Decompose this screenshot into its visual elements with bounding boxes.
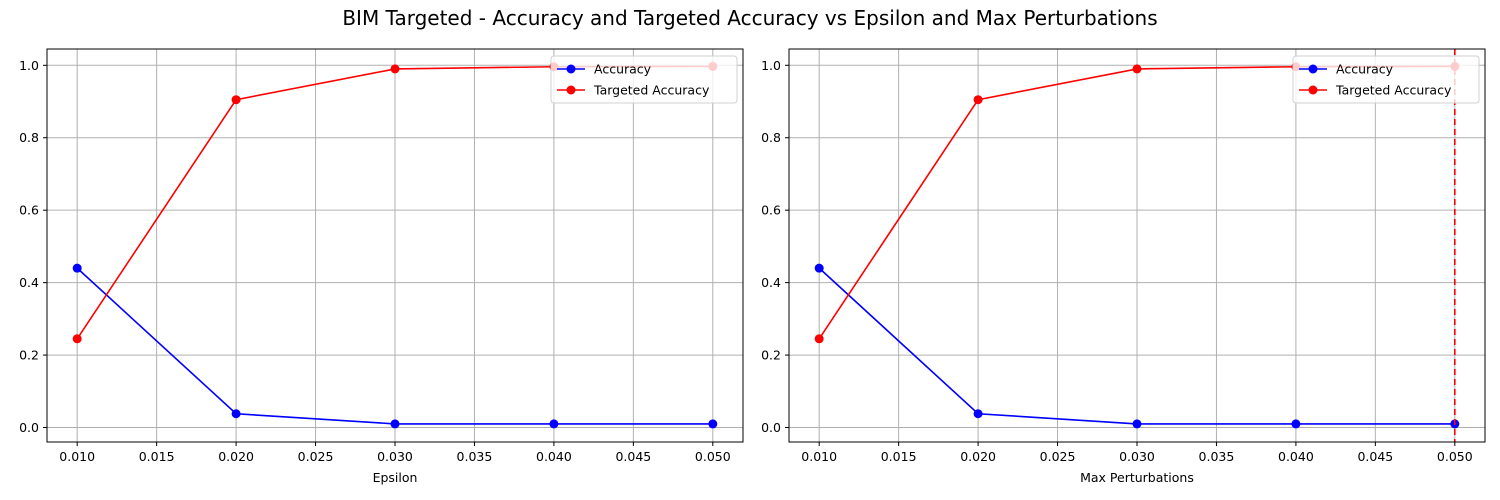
legend-box [550, 55, 738, 104]
x-tick-label: 0.010 [801, 449, 837, 464]
y-tick-label: 0.8 [761, 130, 781, 145]
y-tick-label: 0.4 [761, 275, 781, 290]
x-axis-label: Max Perturbations [1080, 470, 1194, 485]
legend-marker [566, 64, 576, 74]
data-point-targeted-accuracy [72, 334, 82, 344]
data-point-accuracy [973, 409, 983, 419]
x-tick-label: 0.020 [218, 449, 254, 464]
y-tick-label: 0.0 [19, 420, 39, 435]
x-tick-label: 0.040 [536, 449, 572, 464]
x-tick-label: 0.025 [298, 449, 334, 464]
data-point-targeted-accuracy [390, 64, 400, 74]
y-tick-label: 0.8 [19, 130, 39, 145]
data-point-accuracy [814, 263, 824, 273]
data-point-accuracy [390, 419, 400, 429]
x-tick-label: 0.050 [695, 449, 731, 464]
x-tick-label: 0.030 [377, 449, 413, 464]
legend-marker [1308, 85, 1318, 95]
data-point-targeted-accuracy [973, 95, 983, 105]
y-tick-label: 0.2 [19, 348, 39, 363]
y-tick-label: 0.6 [761, 203, 781, 218]
y-tick-label: 1.0 [761, 58, 781, 73]
legend-marker [1308, 64, 1318, 74]
legend: Accuracy Targeted Accuracy [550, 55, 738, 104]
subplot-1: 0.010 0.015 0.020 0.025 0.030 0.035 0.040 0.045… [19, 48, 744, 485]
x-tick-label: 0.045 [1357, 449, 1393, 464]
data-point-targeted-accuracy [231, 95, 241, 105]
axes-frame [788, 48, 1486, 443]
data-point-accuracy [549, 419, 559, 429]
data-point-accuracy [1132, 419, 1142, 429]
data-point-accuracy [72, 263, 82, 273]
x-tick-label: 0.035 [1199, 449, 1235, 464]
y-tick-label: 1.0 [19, 58, 39, 73]
legend-box [1292, 55, 1480, 104]
y-tick-label: 0.4 [19, 275, 39, 290]
subplot-2: 0.010 0.015 0.020 0.025 0.030 0.035 0.040 0.045… [761, 48, 1486, 485]
x-tick-label: 0.050 [1437, 449, 1473, 464]
legend-marker [566, 85, 576, 95]
y-tick-label: 0.6 [19, 203, 39, 218]
x-tick-label: 0.015 [139, 449, 175, 464]
data-point-targeted-accuracy [1132, 64, 1142, 74]
legend-label: Accuracy [1336, 62, 1394, 77]
figure-title: BIM Targeted - Accuracy and Targeted Acc… [342, 6, 1158, 30]
data-point-accuracy [1291, 419, 1301, 429]
x-axis-label: Epsilon [373, 470, 418, 485]
x-tick-label: 0.010 [59, 449, 95, 464]
x-tick-label: 0.015 [881, 449, 917, 464]
x-tick-label: 0.030 [1119, 449, 1155, 464]
data-point-accuracy [231, 409, 241, 419]
data-point-targeted-accuracy [814, 334, 824, 344]
legend-label: Accuracy [594, 62, 652, 77]
x-tick-label: 0.040 [1278, 449, 1314, 464]
axes-frame [46, 48, 744, 443]
x-tick-label: 0.035 [457, 449, 493, 464]
x-tick-label: 0.020 [960, 449, 996, 464]
legend-label: Targeted Accuracy [1335, 83, 1452, 98]
x-tick-label: 0.045 [615, 449, 651, 464]
x-tick-label: 0.025 [1040, 449, 1076, 464]
y-tick-label: 0.2 [761, 348, 781, 363]
y-tick-label: 0.0 [761, 420, 781, 435]
data-point-accuracy [708, 419, 718, 429]
legend: Accuracy Targeted Accuracy [1292, 55, 1480, 104]
legend-label: Targeted Accuracy [593, 83, 710, 98]
